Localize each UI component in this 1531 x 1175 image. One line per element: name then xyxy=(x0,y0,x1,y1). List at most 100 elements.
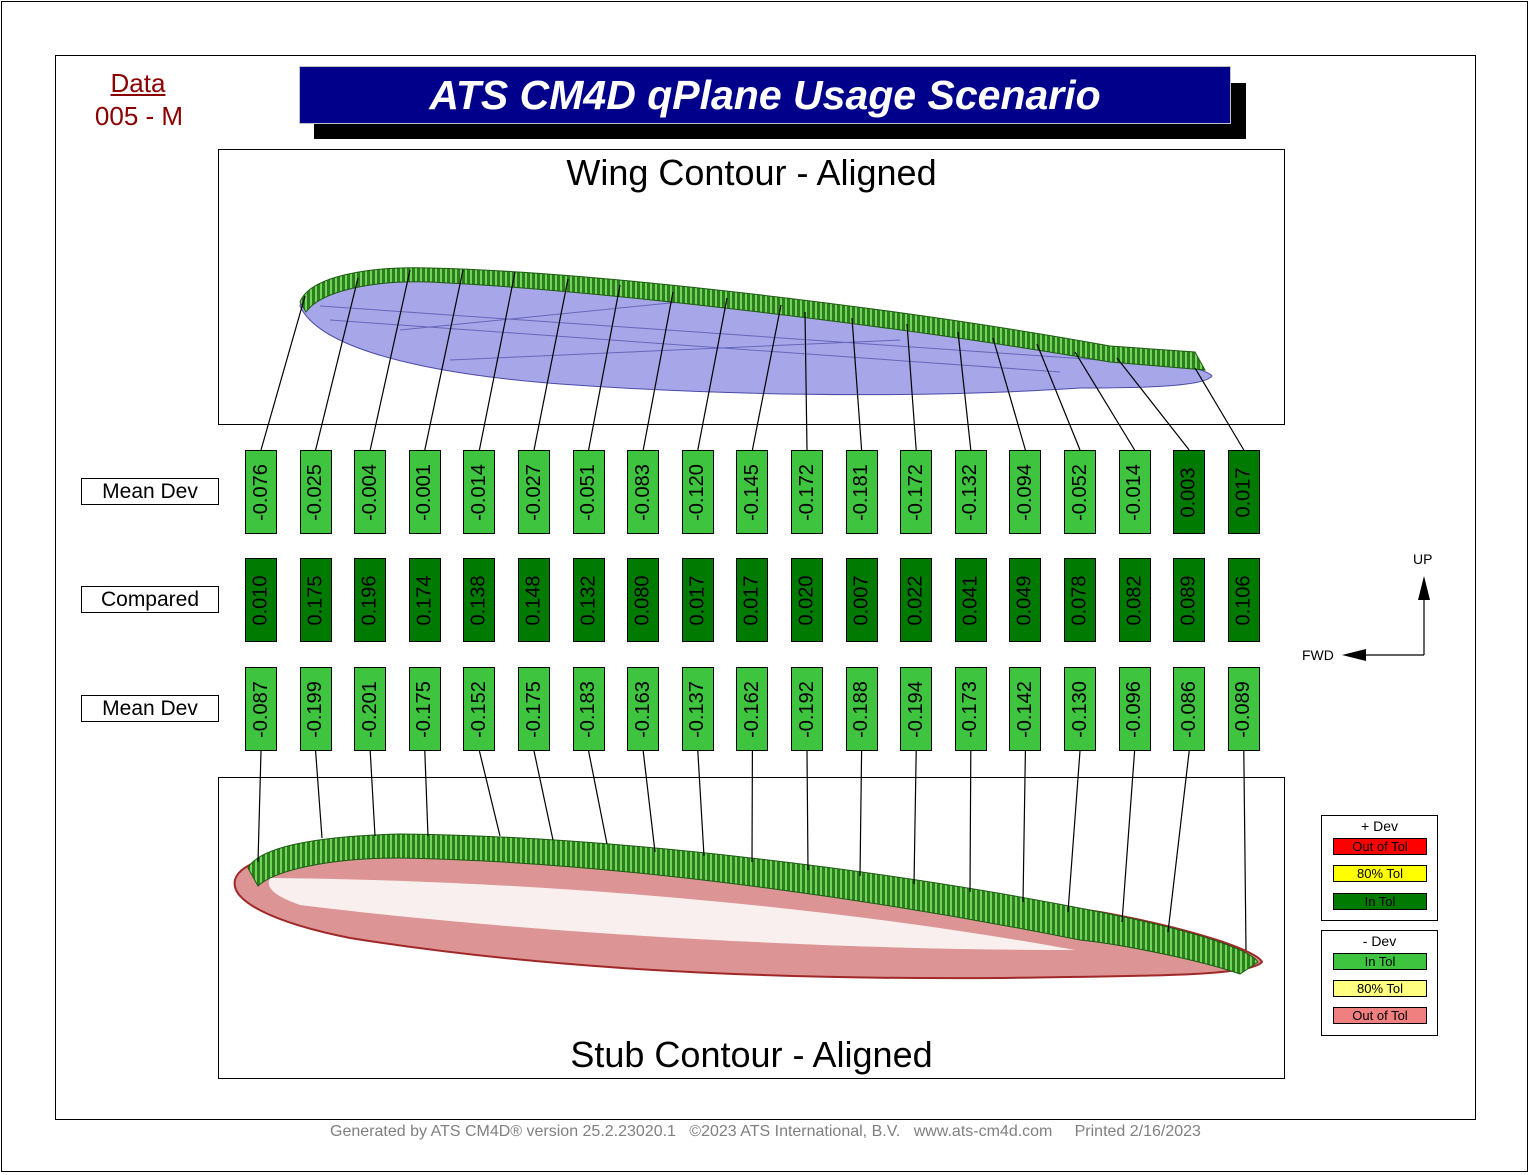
stub-leader-line xyxy=(969,750,972,893)
deviation-value: 0.041 xyxy=(959,574,982,626)
deviation-value: -0.152 xyxy=(467,680,490,738)
compared-cell: 0.080 xyxy=(627,558,660,642)
stub-leader-line xyxy=(257,750,262,863)
up-label: UP xyxy=(1413,551,1433,567)
compared-cell: 0.174 xyxy=(408,558,441,642)
mean-dev-lower-cell: -0.096 xyxy=(1118,667,1151,751)
deviation-value: 0.010 xyxy=(249,574,272,626)
mean-dev-lower-cell: -0.194 xyxy=(900,667,933,751)
deviation-value: 0.148 xyxy=(522,574,545,626)
mean-dev-upper-cell: 0.003 xyxy=(1173,450,1206,534)
mean-dev-lower-cell: -0.175 xyxy=(518,667,550,751)
deviation-value: 0.017 xyxy=(740,574,763,626)
compared-cell: 0.041 xyxy=(954,558,987,642)
mean-dev-upper-cell: -0.120 xyxy=(681,450,714,534)
legend-minus-title: - Dev xyxy=(1362,933,1397,949)
stub-leader-line xyxy=(588,750,608,845)
compared-cell: 0.020 xyxy=(791,558,823,642)
legend-minus-80-tol: 80% Tol xyxy=(1333,980,1427,997)
wing-leader-line xyxy=(260,295,306,451)
row-label-compared: Compared xyxy=(81,586,219,613)
compared-cell: 0.138 xyxy=(463,558,496,642)
deviation-value: -0.014 xyxy=(1123,463,1146,521)
wing-leader-line xyxy=(851,317,863,451)
deviation-value: -0.094 xyxy=(1013,463,1036,521)
deviation-value: -0.172 xyxy=(904,463,927,521)
row-label-mean-dev-upper: Mean Dev xyxy=(81,478,219,505)
stub-leader-line xyxy=(1243,750,1247,951)
mean-dev-upper-cell: -0.181 xyxy=(845,450,878,534)
mean-dev-lower-cell: -0.130 xyxy=(1064,667,1096,751)
mean-dev-upper-cell: -0.132 xyxy=(954,450,987,534)
legend-minus-out-of-tol: Out of Tol xyxy=(1333,1007,1427,1024)
mean-dev-upper-cell: -0.052 xyxy=(1064,450,1096,534)
stub-leader-line xyxy=(1121,750,1136,923)
deviation-value: -0.173 xyxy=(959,680,982,738)
mean-dev-upper-cell: -0.172 xyxy=(791,450,823,534)
legend-minus-in-tol: In Tol xyxy=(1333,953,1427,970)
legend-plus-out-of-tol: Out of Tol xyxy=(1333,838,1427,855)
wing-leader-line xyxy=(315,277,359,451)
mean-dev-upper-cell: -0.094 xyxy=(1009,450,1042,534)
deviation-value: -0.086 xyxy=(1177,680,1200,738)
deviation-value: 0.007 xyxy=(850,574,873,626)
stub-leader-line xyxy=(424,750,429,837)
deviation-value: -0.175 xyxy=(522,680,545,738)
deviation-value: -0.199 xyxy=(304,680,327,738)
legend-plus-dev: + Dev Out of Tol 80% Tol In Tol xyxy=(1321,815,1438,921)
deviation-value: -0.076 xyxy=(249,463,272,521)
deviation-value: 0.080 xyxy=(631,574,654,626)
deviation-value: -0.004 xyxy=(358,463,381,521)
mean-dev-upper-cell: -0.025 xyxy=(299,450,332,534)
mean-dev-lower-cell: -0.201 xyxy=(354,667,387,751)
wing-leader-line xyxy=(478,271,516,451)
deviation-value: -0.162 xyxy=(740,680,763,738)
wing-leader-line xyxy=(1116,357,1190,451)
deviation-value: -0.175 xyxy=(413,680,436,738)
wing-leader-line xyxy=(424,269,464,451)
mean-dev-lower-cell: -0.162 xyxy=(736,667,769,751)
wing-leader-line xyxy=(1194,367,1245,451)
legend-plus-title: + Dev xyxy=(1361,818,1398,834)
deviation-value: -0.120 xyxy=(686,463,709,521)
deviation-value: -0.083 xyxy=(631,463,654,521)
mean-dev-upper-cell: -0.001 xyxy=(408,450,441,534)
stub-green-strip xyxy=(247,833,1259,975)
mean-dev-lower-cell: -0.183 xyxy=(572,667,605,751)
deviation-value: -0.142 xyxy=(1013,680,1036,738)
deviation-value: -0.096 xyxy=(1123,680,1146,738)
wing-airfoil xyxy=(299,269,1213,396)
deviation-value: -0.051 xyxy=(577,463,600,521)
mean-dev-upper-cell: -0.083 xyxy=(627,450,660,534)
wing-leader-line xyxy=(533,278,569,451)
row-label-mean-dev-lower: Mean Dev xyxy=(81,695,219,722)
legend-plus-80-tol: 80% Tol xyxy=(1333,865,1427,882)
deviation-value: -0.087 xyxy=(249,680,272,738)
deviation-value: 0.017 xyxy=(686,574,709,626)
stub-leader-line xyxy=(315,750,323,839)
mean-dev-lower-cell: -0.142 xyxy=(1009,667,1042,751)
stub-leader-line xyxy=(1022,750,1026,903)
compared-cell: 0.017 xyxy=(736,558,769,642)
compared-cell: 0.082 xyxy=(1118,558,1151,642)
deviation-value: -0.027 xyxy=(522,463,545,521)
report-title: ATS CM4D qPlane Usage Scenario xyxy=(299,66,1231,124)
mean-dev-lower-cell: -0.173 xyxy=(954,667,987,751)
wing-leader-line xyxy=(1074,351,1136,451)
wing-green-strip xyxy=(299,267,1206,371)
deviation-value: -0.025 xyxy=(304,463,327,521)
mean-dev-upper-cell: -0.014 xyxy=(463,450,496,534)
wing-contour-title: Wing Contour - Aligned xyxy=(566,152,937,193)
stub-leader-line xyxy=(1067,750,1081,913)
footer-copyright: ©2023 ATS International, B.V. xyxy=(689,1123,901,1140)
wing-leader-line xyxy=(751,304,782,451)
mean-dev-upper-cell: 0.017 xyxy=(1227,450,1260,534)
compared-cell: 0.010 xyxy=(245,558,277,642)
deviation-value: -0.130 xyxy=(1068,680,1091,738)
deviation-value: 0.089 xyxy=(1177,574,1200,626)
deviation-value: -0.089 xyxy=(1232,680,1255,738)
compared-cell: 0.078 xyxy=(1064,558,1096,642)
footer-website[interactable]: www.ats-cm4d.com xyxy=(913,1123,1053,1140)
